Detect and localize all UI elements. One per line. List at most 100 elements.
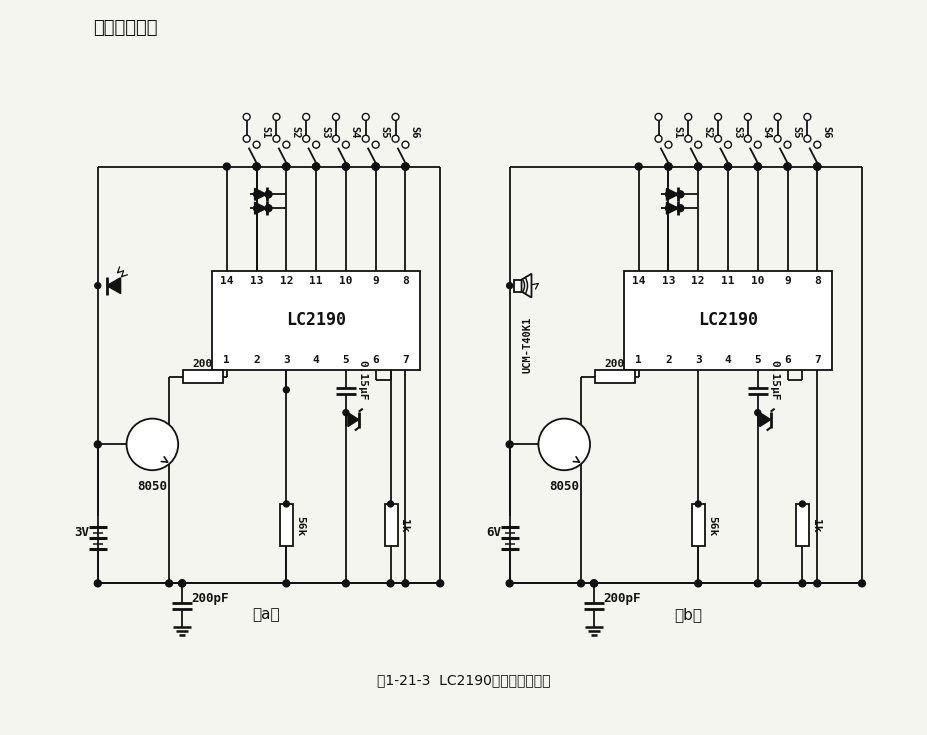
Circle shape	[754, 163, 760, 170]
Circle shape	[372, 163, 379, 170]
Circle shape	[95, 580, 101, 587]
Bar	[623, 270, 832, 370]
Text: 9: 9	[783, 276, 790, 286]
Circle shape	[401, 580, 409, 587]
Circle shape	[665, 163, 671, 170]
Circle shape	[798, 580, 805, 587]
Text: 7: 7	[813, 355, 819, 365]
Bar	[384, 504, 397, 545]
Text: LC2190: LC2190	[286, 312, 346, 329]
Circle shape	[179, 580, 185, 587]
Text: 2: 2	[253, 355, 260, 365]
Circle shape	[813, 163, 819, 170]
Text: S5: S5	[791, 126, 801, 138]
Text: 11: 11	[720, 276, 734, 286]
Text: UCM-T40K1: UCM-T40K1	[522, 317, 532, 373]
Circle shape	[362, 135, 369, 142]
Circle shape	[813, 580, 819, 587]
Circle shape	[283, 141, 289, 148]
Circle shape	[714, 135, 721, 142]
Circle shape	[312, 163, 319, 170]
Circle shape	[342, 580, 349, 587]
Text: 200: 200	[193, 359, 213, 369]
Text: 10: 10	[750, 276, 764, 286]
Text: S3: S3	[731, 126, 742, 138]
Text: 56k: 56k	[706, 516, 717, 536]
Circle shape	[754, 141, 760, 148]
Circle shape	[665, 205, 671, 211]
Circle shape	[253, 163, 260, 170]
Circle shape	[506, 283, 512, 289]
Circle shape	[391, 113, 399, 121]
Text: 11: 11	[309, 276, 323, 286]
Text: 3: 3	[283, 355, 289, 365]
Text: 12: 12	[691, 276, 705, 286]
Text: S3: S3	[320, 126, 330, 138]
Text: 6V: 6V	[486, 526, 501, 539]
Circle shape	[332, 135, 339, 142]
Polygon shape	[521, 273, 531, 298]
Circle shape	[754, 409, 760, 415]
Circle shape	[166, 580, 172, 587]
Polygon shape	[666, 188, 678, 200]
Circle shape	[803, 113, 810, 121]
Circle shape	[342, 163, 349, 170]
Circle shape	[694, 141, 701, 148]
Text: S4: S4	[349, 126, 360, 138]
Circle shape	[538, 419, 590, 470]
Circle shape	[243, 135, 250, 142]
Circle shape	[342, 141, 349, 148]
Bar	[280, 504, 293, 545]
Circle shape	[265, 205, 272, 212]
Text: 12: 12	[279, 276, 293, 286]
Text: S2: S2	[290, 126, 300, 138]
Circle shape	[590, 580, 597, 587]
Circle shape	[694, 163, 701, 170]
Polygon shape	[254, 188, 266, 200]
Text: 1k: 1k	[399, 519, 409, 533]
Text: LC2190: LC2190	[697, 312, 757, 329]
Circle shape	[343, 409, 349, 415]
Bar	[594, 370, 634, 383]
Text: 图1-21-3  LC2190典型应用电路图: 图1-21-3 LC2190典型应用电路图	[377, 673, 550, 688]
Circle shape	[783, 163, 790, 170]
Circle shape	[253, 163, 260, 170]
Circle shape	[387, 580, 394, 587]
Circle shape	[724, 163, 730, 170]
Circle shape	[743, 135, 751, 142]
Text: 200pF: 200pF	[603, 592, 640, 605]
Circle shape	[283, 163, 289, 170]
Circle shape	[783, 163, 790, 170]
Circle shape	[283, 580, 289, 587]
Text: 14: 14	[631, 276, 644, 286]
Text: 7: 7	[401, 355, 409, 365]
Polygon shape	[348, 412, 359, 426]
Circle shape	[312, 141, 319, 148]
Circle shape	[654, 135, 661, 142]
Circle shape	[437, 580, 443, 587]
Circle shape	[401, 163, 409, 170]
Text: 0.15μF: 0.15μF	[358, 359, 367, 400]
Circle shape	[754, 163, 760, 170]
Circle shape	[372, 163, 379, 170]
Circle shape	[813, 163, 819, 170]
Bar	[183, 370, 222, 383]
Circle shape	[223, 163, 230, 170]
Text: 8050: 8050	[137, 480, 167, 492]
Circle shape	[302, 135, 310, 142]
Circle shape	[265, 191, 272, 198]
Text: 5: 5	[342, 355, 349, 365]
Text: 6: 6	[783, 355, 790, 365]
Bar	[795, 504, 808, 545]
Circle shape	[253, 205, 260, 211]
Circle shape	[342, 163, 349, 170]
Circle shape	[302, 113, 310, 121]
Circle shape	[401, 163, 409, 170]
Circle shape	[332, 113, 339, 121]
Text: 3V: 3V	[74, 526, 89, 539]
Circle shape	[754, 580, 760, 587]
Polygon shape	[666, 202, 678, 214]
Circle shape	[694, 163, 701, 170]
Circle shape	[694, 501, 701, 507]
Text: 56k: 56k	[295, 516, 305, 536]
